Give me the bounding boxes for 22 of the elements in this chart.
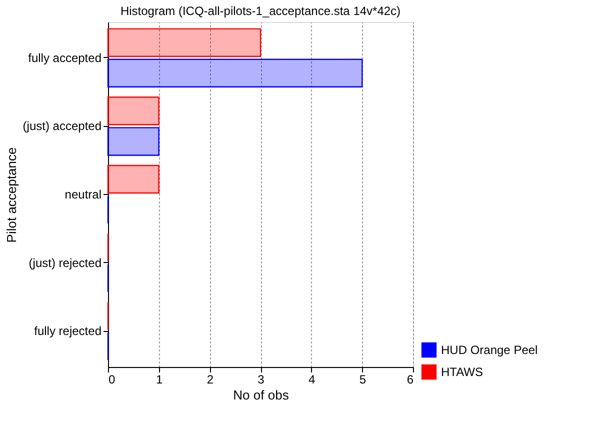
x-tick-label: 5: [359, 372, 366, 386]
y-tick-label: fully accepted: [28, 50, 102, 65]
bar: [107, 164, 160, 194]
x-tick-label: 2: [206, 372, 214, 386]
bar: [107, 58, 363, 88]
x-tick-label: 3: [258, 372, 265, 386]
x-tick-label: 6: [406, 372, 414, 386]
legend-label: HTAWS: [441, 365, 483, 379]
y-tick-label: neutral: [64, 188, 102, 202]
x-axis-title: No of obs: [233, 388, 290, 402]
y-tick-label: fully rejected: [34, 324, 102, 338]
y-axis-title: Pilot acceptance: [4, 147, 19, 243]
y-tick-label: (just) accepted: [22, 119, 102, 134]
x-tick-label: 4: [308, 372, 316, 386]
chart-title: Histogram (ICQ-all-pilots-1_acceptance.sta 14v*42c): [120, 4, 401, 18]
legend-label: HUD Orange Peel: [441, 343, 538, 357]
x-tick-label: 0: [108, 372, 116, 386]
bar: [107, 28, 262, 57]
bar: [107, 96, 160, 126]
x-tick-label: 1: [156, 372, 163, 386]
y-tick-label: (just) rejected: [28, 256, 102, 270]
bar: [107, 127, 160, 156]
